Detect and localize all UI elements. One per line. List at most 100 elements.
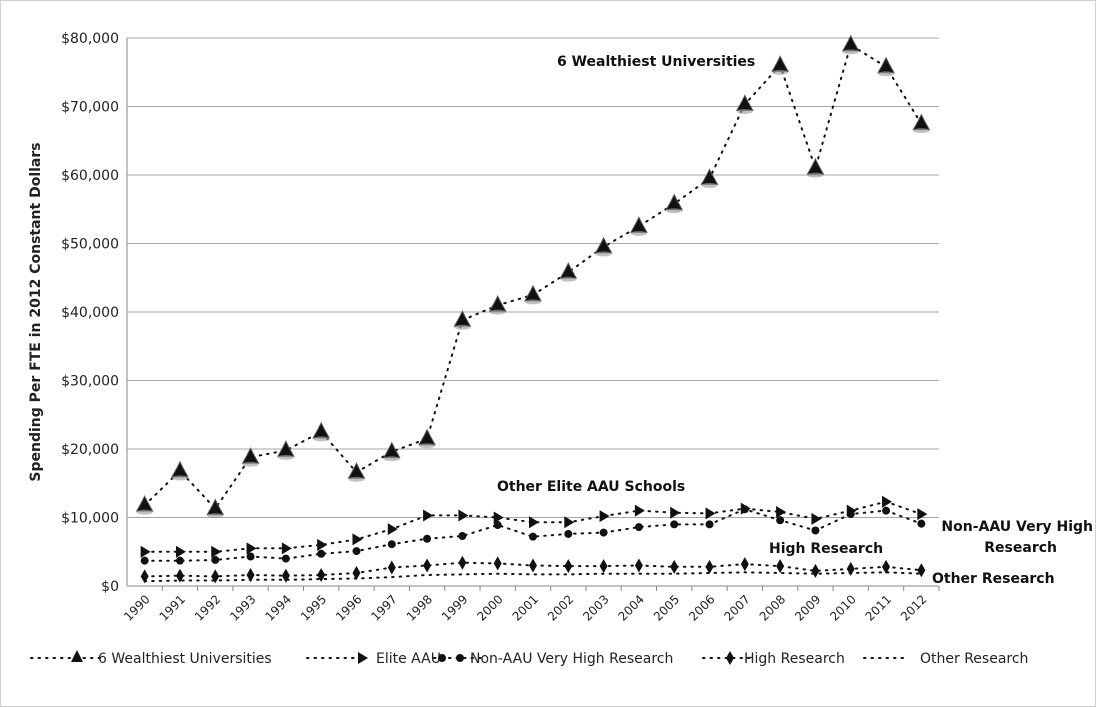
x-tick-label: 1998 — [404, 592, 435, 623]
marker-triangle — [387, 523, 398, 536]
marker-triangle — [529, 516, 539, 529]
marker-bell — [771, 55, 789, 75]
legend-entry: Other Research — [863, 651, 1028, 667]
marker-diamond — [882, 559, 891, 574]
marker-triangle — [564, 516, 575, 529]
marker-circle — [493, 521, 502, 530]
legend-label: High Research — [744, 651, 845, 667]
x-tick-label: 2012 — [898, 592, 929, 623]
marker-circle — [175, 556, 184, 565]
marker-diamond — [726, 651, 734, 665]
marker-circle — [670, 520, 679, 529]
series-line — [143, 500, 923, 553]
marker-diamond — [670, 559, 679, 574]
marker-bell — [206, 498, 225, 519]
series-line — [143, 571, 923, 583]
marker-triangle — [882, 495, 893, 508]
annotation-wealthiest: 6 Wealthiest Universities — [557, 54, 755, 70]
annotation-nonaau-line1: Non-AAU Very High — [941, 519, 1093, 535]
marker-bell — [171, 460, 189, 481]
legend-label: Elite AAU — [376, 651, 441, 667]
marker-diamond — [175, 568, 184, 583]
legend-marker-bell — [71, 650, 83, 662]
x-tick-label: 2006 — [686, 592, 717, 623]
marker-bell — [418, 428, 436, 449]
series-group — [135, 34, 931, 584]
x-tick-labels: 1990 1991 1992 1993 1994 1995 1996 1997 1998 1999… — [121, 586, 940, 624]
marker-triangle — [317, 538, 328, 551]
legend-entry: Elite AAU — [306, 651, 441, 667]
marker-bell — [594, 236, 613, 257]
marker-triangle — [246, 542, 257, 555]
x-tick-label: 2011 — [863, 592, 894, 623]
marker-circle — [140, 556, 149, 565]
axes — [126, 38, 939, 587]
annotation-high: High Research — [769, 541, 883, 557]
marker-diamond — [564, 559, 573, 574]
marker-bell — [806, 158, 825, 178]
series-other-research — [143, 571, 923, 583]
marker-bell — [877, 56, 895, 77]
series-6-wealthiest-universities — [135, 34, 931, 519]
marker-bell — [277, 440, 295, 460]
x-tick-label: 2002 — [545, 592, 576, 623]
grid-lines — [127, 37, 939, 518]
marker-bell — [841, 34, 860, 55]
x-tick-label: 2009 — [792, 592, 823, 623]
marker-circle — [317, 549, 326, 558]
marker-bell — [312, 421, 331, 442]
marker-circle — [634, 523, 643, 532]
y-tick-label: $70,000 — [61, 100, 119, 116]
marker-triangle — [281, 542, 292, 555]
marker-triangle — [811, 512, 822, 525]
marker-bell — [630, 216, 648, 236]
marker-triangle — [917, 508, 928, 521]
marker-circle — [387, 540, 396, 549]
marker-diamond — [140, 569, 149, 584]
x-tick-label: 2007 — [721, 592, 752, 623]
x-tick-label: 1999 — [439, 592, 470, 623]
marker-circle — [423, 534, 432, 543]
marker-circle — [456, 654, 464, 662]
marker-circle — [246, 552, 255, 561]
marker-diamond — [599, 559, 608, 574]
marker-triangle — [175, 545, 186, 558]
legend-entry: High Research — [702, 651, 845, 667]
marker-diamond — [740, 557, 749, 572]
marker-triangle — [670, 506, 681, 519]
marker-diamond — [811, 563, 820, 578]
marker-triangle — [140, 545, 151, 558]
marker-bell — [241, 447, 260, 467]
marker-bell — [735, 94, 754, 114]
marker-triangle — [352, 533, 363, 546]
marker-diamond — [705, 559, 714, 574]
marker-diamond — [776, 559, 785, 574]
marker-triangle — [458, 509, 469, 522]
x-tick-label: 2001 — [510, 592, 541, 623]
annotation-other: Other Research — [932, 571, 1055, 587]
marker-circle — [740, 505, 749, 514]
marker-circle — [776, 516, 785, 525]
x-tick-label: 1995 — [298, 592, 329, 623]
x-tick-label: 1992 — [192, 592, 223, 623]
marker-diamond — [423, 558, 432, 573]
y-axis-title: Spending Per FTE in 2012 Constant Dollar… — [28, 142, 44, 481]
marker-circle — [882, 506, 891, 515]
marker-circle — [846, 510, 855, 519]
marker-circle — [529, 532, 537, 541]
series-line — [143, 508, 923, 562]
marker-circle — [599, 528, 608, 537]
y-tick-label: $60,000 — [61, 168, 119, 184]
marker-circle — [352, 547, 361, 556]
legend-label: 6 Wealthiest Universities — [98, 651, 272, 667]
marker-triangle — [634, 504, 645, 517]
marker-diamond — [846, 561, 855, 576]
marker-triangle — [599, 510, 610, 523]
x-tick-label: 1991 — [157, 592, 188, 623]
x-tick-label: 2005 — [651, 592, 682, 623]
annotations: 6 Wealthiest Universities Other Elite AA… — [497, 54, 1093, 587]
x-tick-label: 1997 — [368, 592, 399, 623]
legend-label: Other Research — [920, 651, 1028, 667]
marker-triangle — [211, 545, 222, 558]
